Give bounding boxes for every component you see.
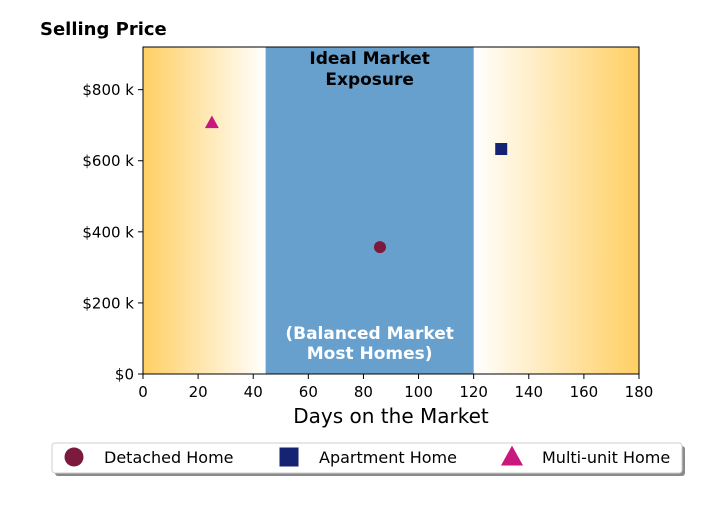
x-tick-label: 100 [404, 383, 433, 401]
x-tick-label: 60 [299, 383, 318, 401]
right-gradient-region [473, 47, 639, 374]
x-axis-label: Days on the Market [293, 404, 489, 428]
ideal-band [265, 47, 474, 374]
x-tick-label: 40 [244, 383, 263, 401]
plot-border [142, 46, 640, 375]
legend-box [51, 442, 683, 474]
legend: Detached Home Apartment Home Multi-unit Ho… [51, 442, 685, 476]
y-tick-label: $0 [115, 366, 134, 384]
point-multi-unit-home [204, 115, 219, 129]
legend-marker-detached-home [64, 447, 84, 467]
plot-frame [142, 46, 640, 375]
chart-title: Selling Price [40, 19, 167, 40]
x-tick-label: 20 [189, 383, 208, 401]
legend-label: Apartment Home [319, 448, 457, 467]
y-tick-label: $200 k [82, 294, 134, 312]
legend-label: Detached Home [104, 448, 234, 467]
band-label-top: Ideal Market Exposure [309, 49, 430, 90]
x-tick-label: 80 [354, 383, 373, 401]
legend-marker-apartment-home [279, 447, 299, 467]
plot-background [143, 47, 639, 374]
x-tick-label: 120 [459, 383, 488, 401]
y-tick-label: $800 k [82, 81, 134, 99]
x-tick-label: 180 [625, 383, 654, 401]
ideal-band-rect [265, 47, 474, 374]
x-tick-label: 0 [138, 383, 148, 401]
y-tick-label: $600 k [82, 152, 134, 170]
point-apartment-home [495, 143, 508, 156]
x-axis: 0 20 40 60 80 100 120 140 160 180 [138, 374, 653, 401]
x-tick-label: 160 [570, 383, 599, 401]
y-axis: $0 $200 k $400 k $600 k $800 k [82, 81, 143, 384]
band-labels: Ideal Market Exposure (Balanced Market Most… [285, 49, 454, 364]
band-label-bottom: (Balanced Market Most Homes) [285, 324, 454, 364]
legend-marker-multi-unit-home [500, 445, 524, 466]
y-tick-label: $400 k [82, 223, 134, 241]
data-points [204, 115, 508, 254]
legend-label: Multi-unit Home [542, 448, 670, 467]
point-detached-home [373, 241, 386, 254]
x-tick-label: 140 [514, 383, 543, 401]
left-gradient-region [143, 47, 266, 374]
